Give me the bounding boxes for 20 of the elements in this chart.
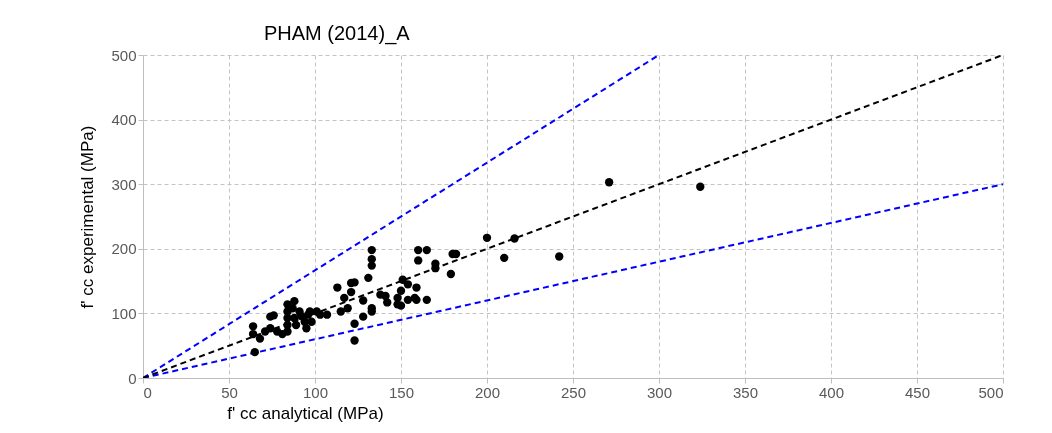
x-tick-label: 100 bbox=[302, 383, 329, 401]
x-tick-label: 250 bbox=[560, 383, 587, 401]
y-axis-title: f' cc experimental (MPa) bbox=[78, 125, 98, 309]
x-tick-label: 350 bbox=[732, 383, 759, 401]
x-tick-label: 400 bbox=[818, 383, 845, 401]
x-tick-label: 50 bbox=[221, 383, 238, 401]
y-tick-label: 0 bbox=[128, 369, 137, 387]
x-tick-label: 200 bbox=[474, 383, 501, 401]
y-tick-label: 200 bbox=[111, 240, 137, 258]
x-tick-label: 450 bbox=[904, 383, 931, 401]
chart-title: PHAM (2014)_A bbox=[263, 22, 411, 45]
x-tick-label: 300 bbox=[646, 383, 673, 401]
y-tick-label: 300 bbox=[111, 175, 137, 193]
y-tick-label: 500 bbox=[111, 46, 137, 64]
x-tick-label: 500 bbox=[978, 383, 1004, 401]
x-tick-label: 0 bbox=[143, 383, 152, 401]
y-tick-label: 100 bbox=[111, 304, 137, 322]
x-axis-title: f' cc analytical (MPa) bbox=[227, 403, 384, 423]
y-tick-label: 400 bbox=[111, 111, 137, 129]
x-tick-label: 150 bbox=[388, 383, 415, 401]
